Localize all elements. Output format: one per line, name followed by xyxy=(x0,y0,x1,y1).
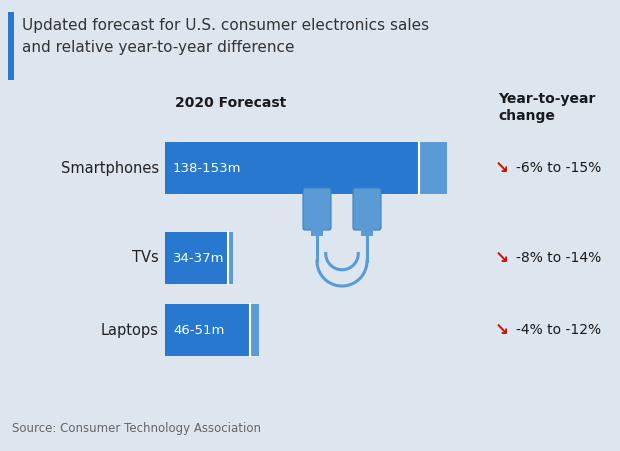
Text: Year-to-year
change: Year-to-year change xyxy=(498,92,595,123)
Text: Laptops: Laptops xyxy=(101,322,159,337)
FancyBboxPatch shape xyxy=(303,188,331,230)
Text: ↘: ↘ xyxy=(495,159,509,177)
Bar xyxy=(165,142,420,194)
Text: ↘: ↘ xyxy=(495,249,509,267)
Bar xyxy=(8,12,14,80)
Text: -8% to -14%: -8% to -14% xyxy=(516,251,601,265)
Bar xyxy=(250,304,259,356)
Text: -4% to -12%: -4% to -12% xyxy=(516,323,601,337)
Text: 34-37m: 34-37m xyxy=(173,252,224,264)
Text: TVs: TVs xyxy=(132,250,159,266)
Text: 2020 Forecast: 2020 Forecast xyxy=(175,96,286,110)
Text: Source: Consumer Technology Association: Source: Consumer Technology Association xyxy=(12,422,261,435)
Text: 46-51m: 46-51m xyxy=(173,323,224,336)
Bar xyxy=(361,226,373,236)
Text: Updated forecast for U.S. consumer electronics sales: Updated forecast for U.S. consumer elect… xyxy=(22,18,429,33)
Text: -6% to -15%: -6% to -15% xyxy=(516,161,601,175)
FancyBboxPatch shape xyxy=(353,188,381,230)
Text: Smartphones: Smartphones xyxy=(61,161,159,175)
Text: ↘: ↘ xyxy=(495,321,509,339)
Bar xyxy=(228,232,233,284)
Text: and relative year-to-year difference: and relative year-to-year difference xyxy=(22,40,294,55)
Text: 138-153m: 138-153m xyxy=(173,161,242,175)
Bar xyxy=(420,142,447,194)
Bar xyxy=(165,304,250,356)
Bar xyxy=(165,232,228,284)
Bar xyxy=(311,226,323,236)
